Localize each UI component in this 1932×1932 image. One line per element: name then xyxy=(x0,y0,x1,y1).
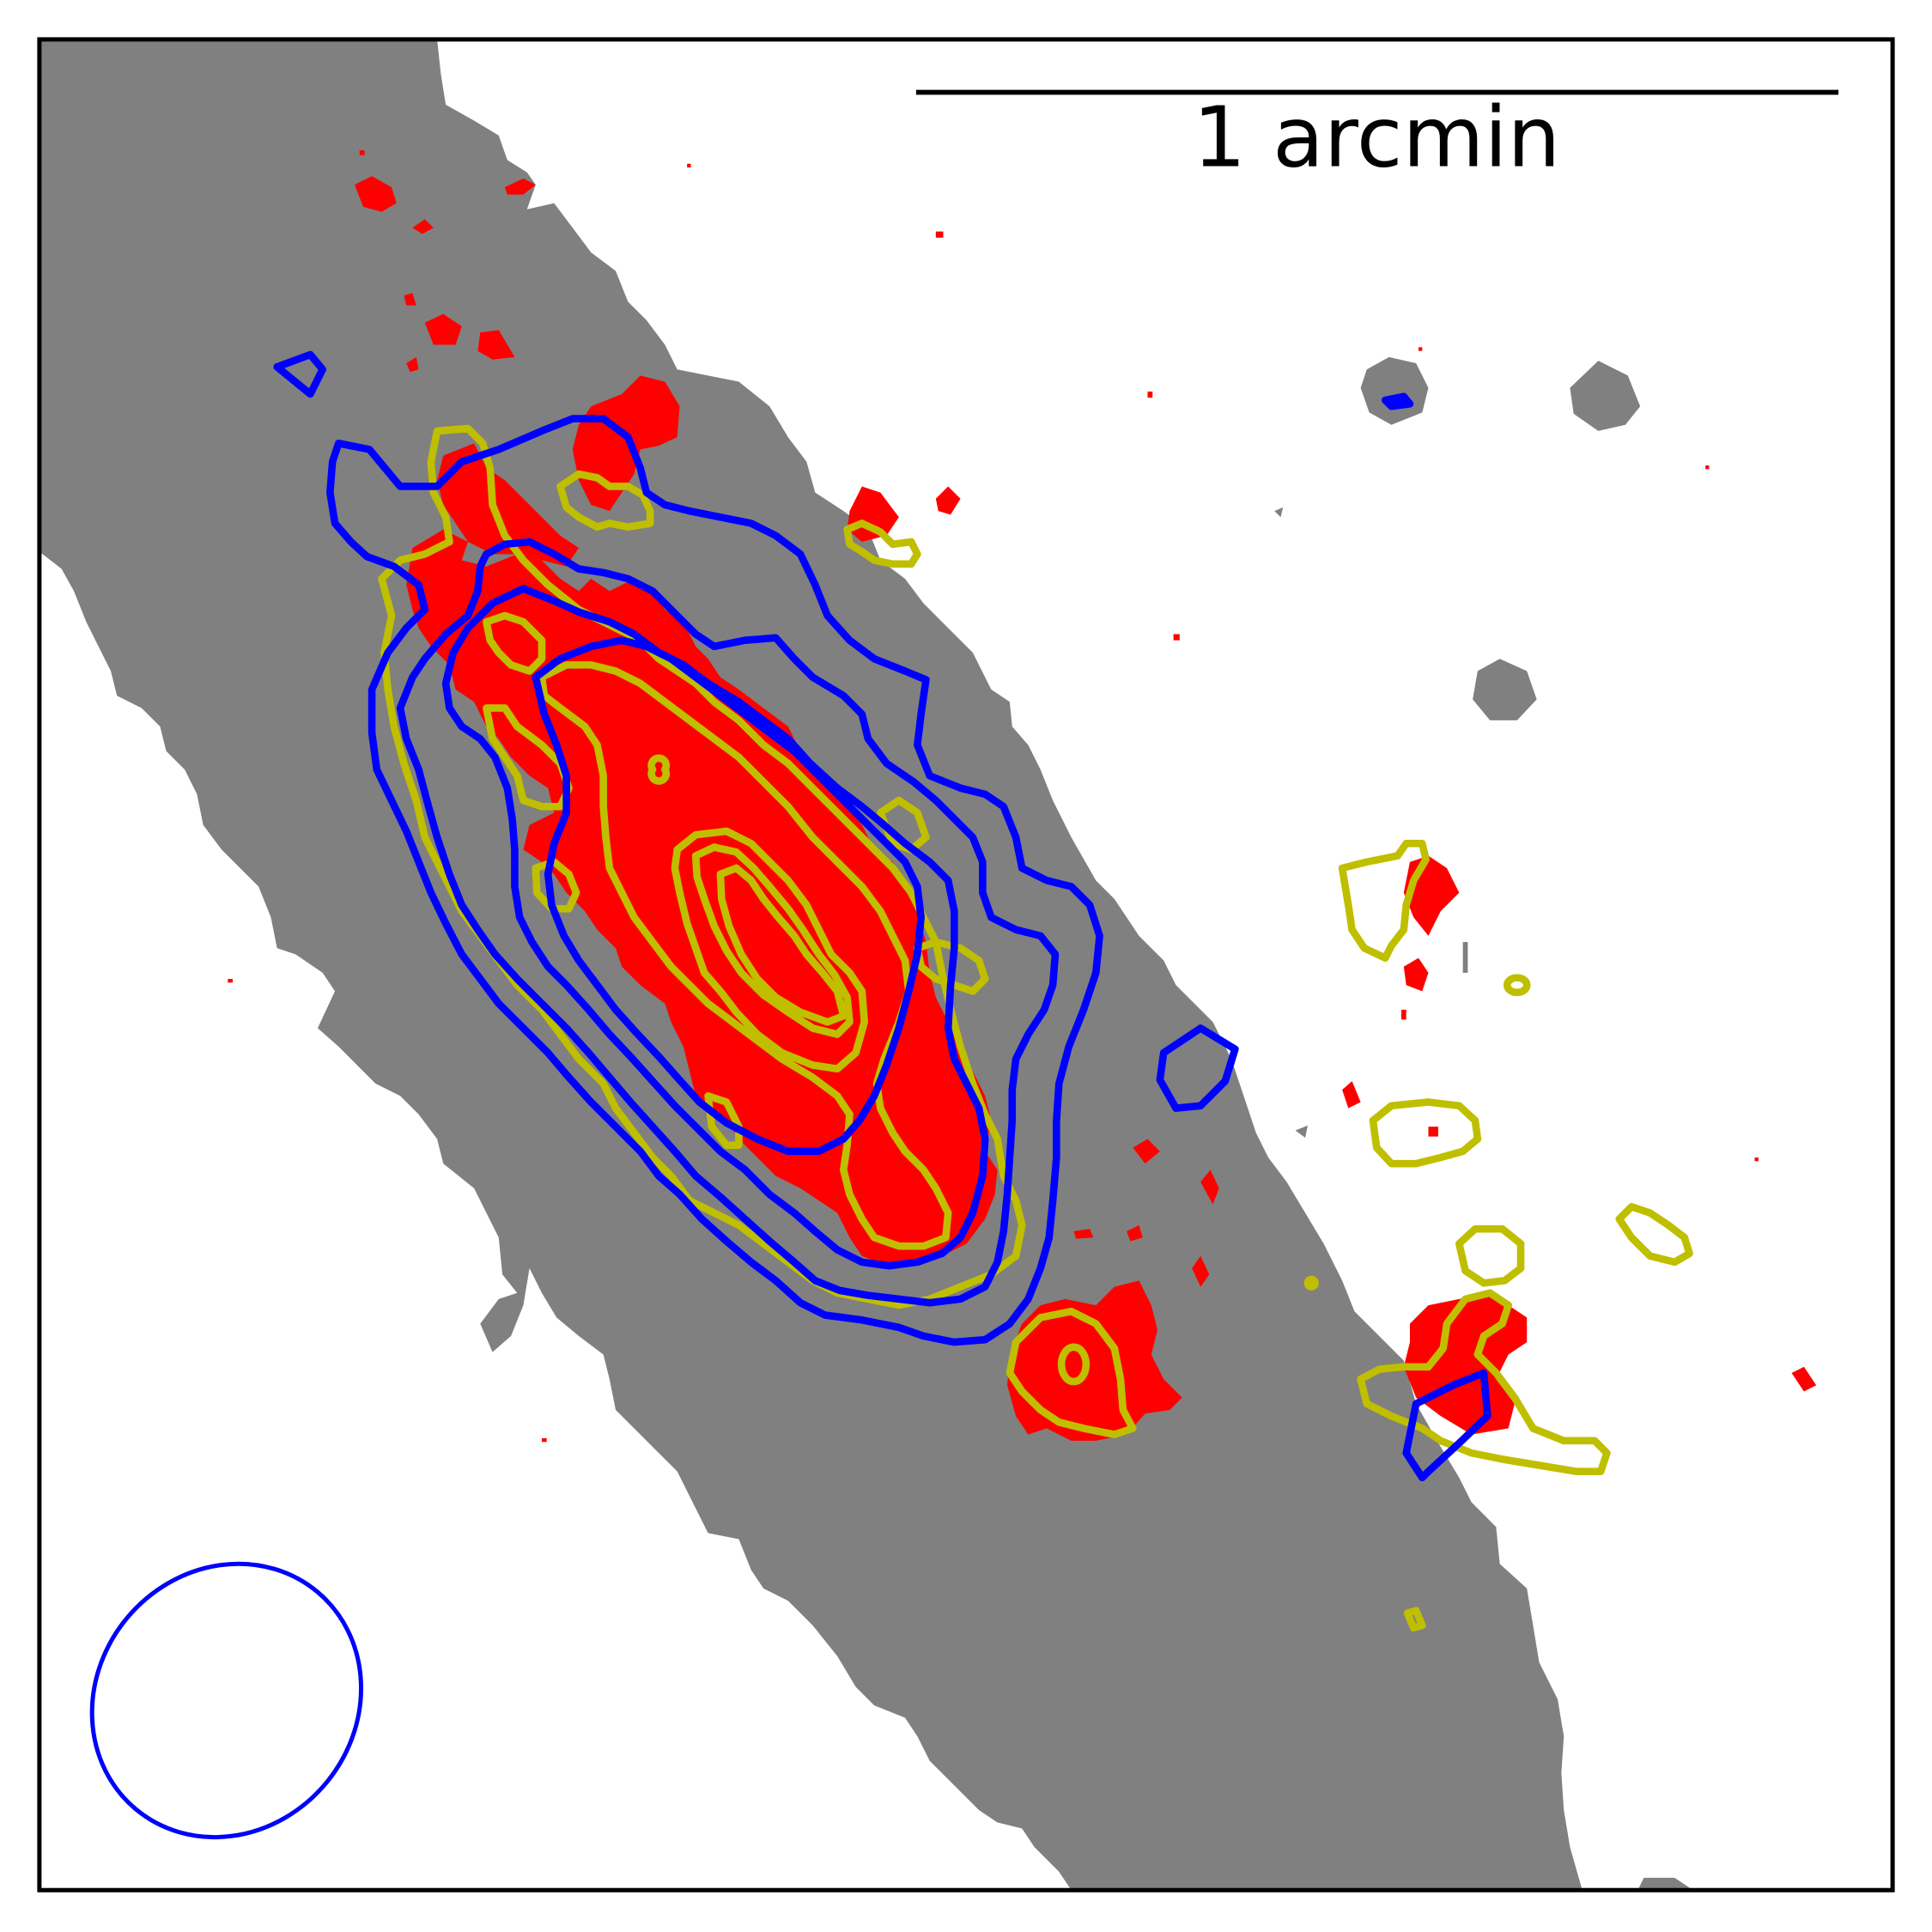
red-knot xyxy=(504,178,536,195)
red-speck xyxy=(228,979,234,983)
grey-mask-blob xyxy=(1295,1125,1308,1139)
red-knot xyxy=(1200,1170,1219,1205)
red-knot xyxy=(1133,1139,1160,1164)
red-knot xyxy=(477,330,515,360)
grey-mask-blob xyxy=(1462,942,1468,973)
grey-mask-blob xyxy=(1570,361,1641,431)
red-knot xyxy=(1403,957,1429,992)
red-knot xyxy=(1791,1366,1817,1392)
grey-mask-blob xyxy=(1473,659,1537,720)
red-speck xyxy=(1705,465,1710,470)
red-knot xyxy=(412,219,434,234)
red-speck xyxy=(1754,1157,1759,1162)
red-speck xyxy=(1419,347,1423,351)
red-knot xyxy=(424,313,462,345)
red-speck xyxy=(1400,1009,1406,1020)
grey-mask-corner xyxy=(1637,1877,1693,1891)
plot-frame xyxy=(37,37,1895,1893)
red-knot xyxy=(1127,1224,1143,1242)
red-knot xyxy=(1342,1081,1361,1109)
blue-contours xyxy=(273,350,1492,1482)
red-speck xyxy=(359,149,365,155)
red-speck xyxy=(687,163,691,168)
grey-mask-blob xyxy=(1360,356,1429,425)
red-speck xyxy=(1428,1127,1438,1137)
scale-bar-label: 1 arcmin xyxy=(1193,88,1560,186)
red-emission-lower-knot xyxy=(1007,1280,1182,1441)
red-knot xyxy=(1073,1229,1094,1239)
red-knot xyxy=(404,293,416,306)
red-speck xyxy=(1173,634,1180,641)
red-speck xyxy=(1147,392,1153,398)
red-emission-upper xyxy=(437,443,579,567)
red-knot xyxy=(406,356,419,373)
red-knot xyxy=(1192,1255,1210,1287)
red-speck xyxy=(541,1437,547,1443)
red-speck xyxy=(935,231,944,238)
red-knot xyxy=(935,486,961,515)
red-knot xyxy=(355,176,397,212)
beam-ellipse xyxy=(89,1561,364,1840)
grey-mask-blob xyxy=(1274,507,1284,518)
